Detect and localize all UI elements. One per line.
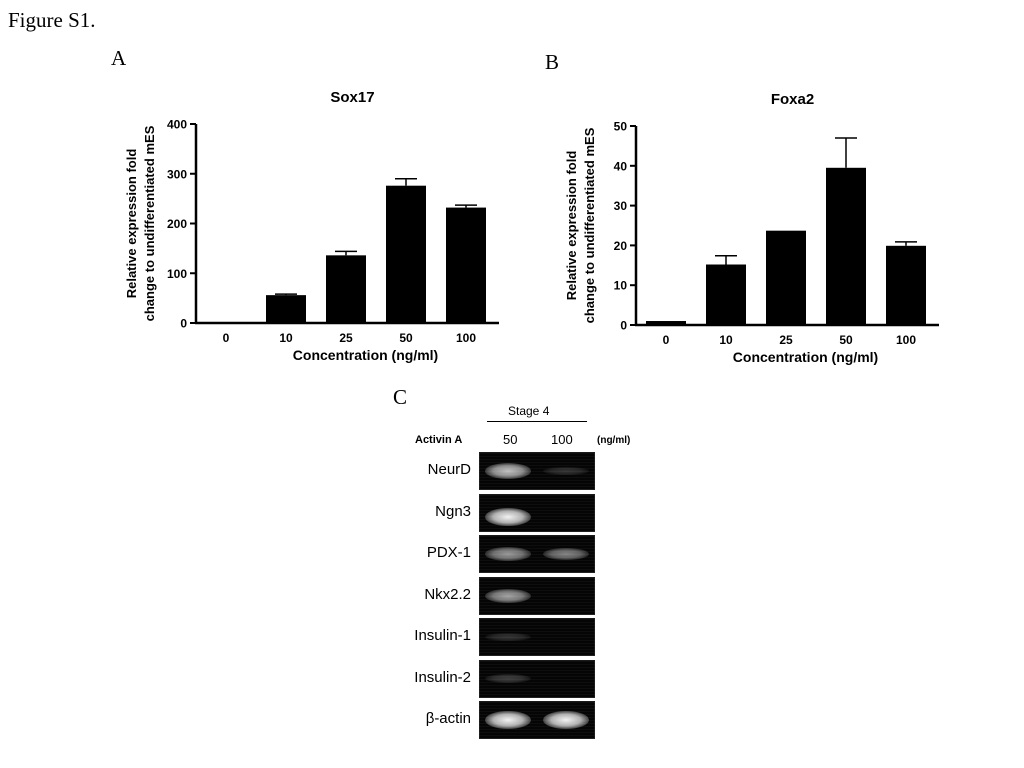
gel-stage-underline bbox=[487, 421, 587, 422]
gel-row-label: PDX-1 bbox=[426, 544, 471, 561]
gel-row-image bbox=[479, 701, 595, 739]
gel-lane-head-2: 100 bbox=[551, 432, 573, 447]
sox17-x-tick-label: 50 bbox=[399, 331, 413, 345]
gel-row-image bbox=[479, 659, 595, 698]
foxa2-y-tick-label: 20 bbox=[614, 239, 628, 253]
sox17-bar bbox=[326, 255, 366, 323]
gel-row-image bbox=[479, 452, 595, 490]
gel-band bbox=[485, 711, 531, 729]
gel-row-label: Nkx2.2 bbox=[424, 585, 471, 603]
gel-band bbox=[543, 547, 589, 561]
sox17-bar bbox=[206, 322, 246, 325]
sox17-x-tick-label: 10 bbox=[279, 331, 293, 345]
sox17-bar bbox=[446, 207, 486, 323]
foxa2-y-tick-label: 30 bbox=[614, 199, 628, 213]
sox17-bar-chart: Sox17 0 100 200 300 400 0 10 25 50 100 Concentratio… bbox=[124, 89, 499, 363]
sox17-y-tick-label: 300 bbox=[167, 167, 187, 181]
foxa2-bar-chart: Foxa2 0 10 20 30 40 50 0 10 25 50 100 Concentration … bbox=[564, 91, 939, 365]
gel-row-label: Ngn3 bbox=[435, 502, 471, 520]
gel-lane-head-1: 50 bbox=[503, 432, 518, 447]
sox17-bar bbox=[386, 185, 426, 323]
gel-treatment-label: Activin A bbox=[415, 434, 463, 446]
gel-band bbox=[485, 507, 531, 526]
figure-title: Figure S1. bbox=[8, 8, 96, 32]
gel-row-image bbox=[479, 576, 595, 615]
gel-band bbox=[485, 463, 531, 479]
gel-row-image bbox=[479, 535, 595, 573]
gel-band bbox=[485, 588, 531, 603]
foxa2-x-tick-label: 0 bbox=[663, 333, 670, 347]
sox17-x-axis-label: Concentration (ng/ml) bbox=[293, 347, 438, 363]
foxa2-bar bbox=[646, 321, 686, 325]
panel-letter-c: C bbox=[393, 385, 408, 409]
foxa2-y-axis-label-line: Relative expression fold bbox=[564, 151, 579, 301]
foxa2-y-tick-label: 10 bbox=[614, 279, 628, 293]
foxa2-y-tick-label: 40 bbox=[614, 159, 628, 173]
sox17-y-tick-label: 200 bbox=[167, 217, 187, 231]
foxa2-chart-title: Foxa2 bbox=[771, 91, 814, 108]
gel-band bbox=[485, 632, 531, 642]
sox17-y-axis-label-line: Relative expression fold bbox=[124, 149, 139, 299]
foxa2-bar bbox=[886, 245, 926, 325]
gel-band bbox=[485, 674, 531, 683]
panel-letter-a: A bbox=[111, 46, 127, 70]
sox17-y-tick-label: 400 bbox=[167, 118, 187, 132]
sox17-bar bbox=[266, 295, 306, 323]
sox17-y-tick-label: 0 bbox=[180, 317, 187, 331]
gel-row-label: Insulin-1 bbox=[414, 627, 471, 644]
foxa2-bar bbox=[826, 167, 866, 325]
gel-row-image bbox=[479, 493, 595, 532]
gel-row-label: NeurD bbox=[427, 461, 471, 478]
gel-band bbox=[543, 711, 589, 729]
foxa2-x-tick-label: 50 bbox=[839, 333, 853, 347]
foxa2-x-tick-label: 25 bbox=[779, 333, 793, 347]
sox17-y-tick-label: 100 bbox=[167, 267, 187, 281]
gel-band bbox=[543, 466, 589, 476]
gel-row-image bbox=[479, 618, 595, 656]
gel-unit-label: (ng/ml) bbox=[597, 435, 631, 446]
foxa2-x-tick-label: 10 bbox=[719, 333, 733, 347]
foxa2-bar bbox=[766, 230, 806, 325]
sox17-x-tick-label: 0 bbox=[223, 331, 230, 345]
panel-letter-b: B bbox=[545, 50, 560, 74]
sox17-y-axis-label-line: change to undifferentiated mES bbox=[142, 125, 157, 321]
gel-band bbox=[485, 547, 531, 561]
foxa2-y-axis-label-line: change to undifferentiated mES bbox=[582, 127, 597, 323]
foxa2-bar bbox=[706, 264, 746, 325]
foxa2-y-tick-label: 0 bbox=[620, 319, 627, 333]
foxa2-x-tick-label: 100 bbox=[896, 333, 916, 347]
gel-stage-label: Stage 4 bbox=[508, 404, 550, 418]
sox17-chart-title: Sox17 bbox=[330, 89, 374, 106]
sox17-x-tick-label: 25 bbox=[339, 331, 353, 345]
gel-row-label: Insulin-2 bbox=[414, 668, 471, 686]
foxa2-y-tick-label: 50 bbox=[614, 120, 628, 134]
foxa2-x-axis-label: Concentration (ng/ml) bbox=[733, 349, 878, 365]
sox17-x-tick-label: 100 bbox=[456, 331, 476, 345]
gel-row-label: β-actin bbox=[425, 710, 471, 727]
